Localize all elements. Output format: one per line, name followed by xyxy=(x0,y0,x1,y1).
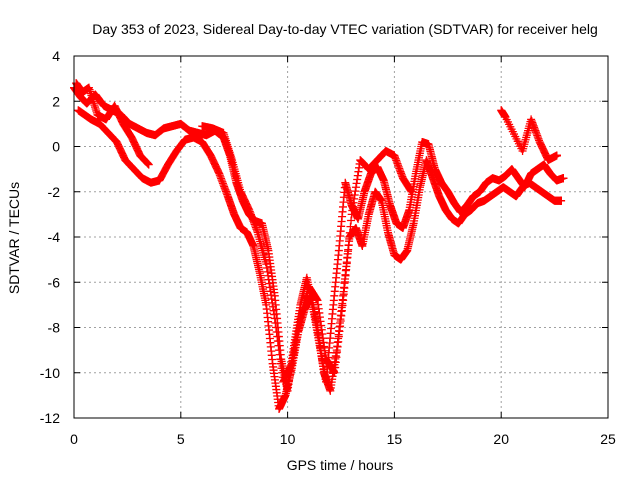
x-tick-label: 10 xyxy=(280,431,296,447)
data-point xyxy=(144,160,153,169)
x-tick-label: 5 xyxy=(177,431,185,447)
y-tick-label: 2 xyxy=(52,93,60,109)
y-tick-label: 0 xyxy=(52,139,60,155)
series-track-c xyxy=(72,79,561,386)
plot-frame xyxy=(73,55,609,419)
x-axis-label: GPS time / hours xyxy=(287,457,394,473)
chart-title: Day 353 of 2023, Sidereal Day-to-day VTE… xyxy=(92,21,598,37)
y-tick-label: -2 xyxy=(48,184,61,200)
y-tick-label: 4 xyxy=(52,48,60,64)
tick-labels: 0 5 10 15 20 25 -12 -10 -8 -6 -4 -2 0 2 4 xyxy=(40,48,616,447)
y-tick-label: -4 xyxy=(48,229,61,245)
y-tick-label: -10 xyxy=(40,365,60,381)
y-axis-label: SDTVAR / TECUs xyxy=(6,182,22,294)
x-tick-label: 15 xyxy=(387,431,403,447)
data-point xyxy=(407,187,416,196)
y-tick-label: -6 xyxy=(48,274,61,290)
y-tick-label: -12 xyxy=(40,410,60,426)
x-tick-label: 20 xyxy=(493,431,509,447)
data-points xyxy=(70,79,568,413)
x-tick-label: 0 xyxy=(70,431,78,447)
y-tick-label: -8 xyxy=(48,320,61,336)
data-point xyxy=(559,174,568,183)
data-point xyxy=(552,151,561,160)
data-point xyxy=(557,196,566,205)
x-tick-label: 25 xyxy=(600,431,616,447)
